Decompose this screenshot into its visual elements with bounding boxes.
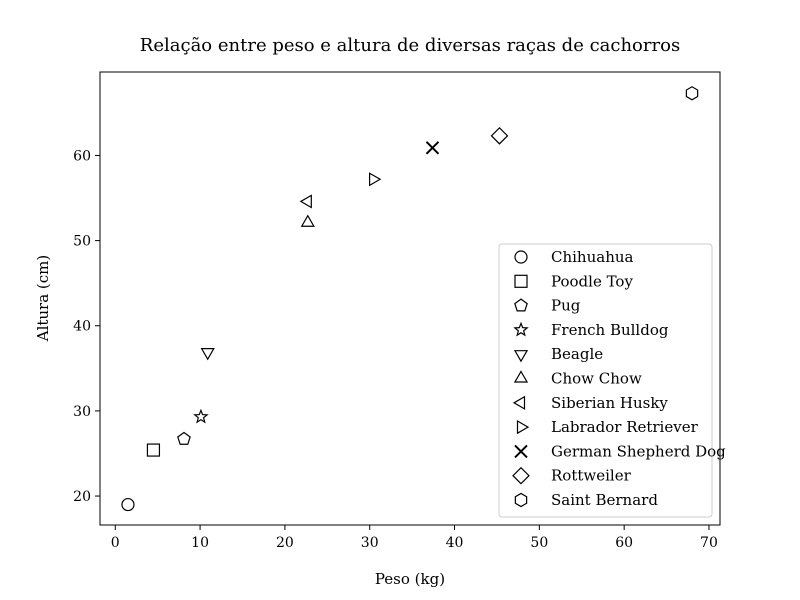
- legend-label-saint-bernard: Saint Bernard: [551, 491, 658, 509]
- legend-label-beagle: Beagle: [551, 345, 603, 363]
- legend-marker-french-bulldog: [513, 321, 529, 337]
- x-tick-label-70: 70: [700, 535, 718, 551]
- point-chow-chow: [300, 214, 315, 227]
- legend-marker-chihuahua: [514, 250, 528, 264]
- legend-label-poodle-toy: Poodle Toy: [551, 272, 633, 290]
- legend-label-pug: Pug: [551, 297, 581, 315]
- x-tick-label-40: 40: [446, 535, 464, 551]
- legend-label-french-bulldog: French Bulldog: [551, 321, 669, 339]
- legend-marker-siberian-husky: [512, 395, 526, 410]
- y-axis-label: Altura (cm): [34, 255, 52, 343]
- plot-area: [99, 71, 721, 526]
- chart-title: Relação entre peso e altura de diversas …: [140, 35, 680, 56]
- point-chihuahua: [121, 497, 135, 512]
- legend-box: [498, 243, 713, 518]
- point-beagle: [200, 348, 215, 361]
- x-axis: 0 10 20 30 40 50 60 70: [111, 525, 718, 551]
- point-saint-bernard: [685, 86, 699, 101]
- legend-marker-chow-chow: [513, 370, 529, 383]
- legend-label-german-shepherd-dog: German Shepherd Dog: [551, 442, 726, 460]
- y-tick-label-30: 30: [73, 404, 91, 420]
- legend-marker-pug: [514, 298, 528, 312]
- x-tick-label-50: 50: [530, 535, 548, 551]
- x-tick-label-10: 10: [191, 535, 209, 551]
- legend-marker-rottweiler: [512, 466, 530, 485]
- legend-label-labrador-retriever: Labrador Retriever: [551, 418, 699, 436]
- legend-marker-saint-bernard: [514, 492, 528, 508]
- x-tick-label-0: 0: [111, 535, 120, 551]
- legend: Chihuahua Poodle Toy Pug French Bulldog Beag…: [498, 243, 726, 518]
- data-points: [121, 86, 699, 512]
- legend-label-siberian-husky: Siberian Husky: [551, 394, 668, 412]
- legend-label-chihuahua: Chihuahua: [551, 248, 634, 266]
- legend-label-rottweiler: Rottweiler: [551, 467, 632, 485]
- x-tick-label-60: 60: [615, 535, 633, 551]
- legend-marker-german-shepherd-dog: [514, 444, 528, 459]
- x-axis-label: Peso (kg): [375, 570, 445, 588]
- point-labrador-retriever: [369, 172, 382, 187]
- point-pug: [177, 431, 191, 445]
- legend-marker-poodle-toy: [514, 274, 528, 288]
- x-tick-label-30: 30: [361, 535, 379, 551]
- point-french-bulldog: [193, 408, 209, 424]
- legend-marker-labrador-retriever: [516, 420, 530, 435]
- y-tick-label-20: 20: [73, 489, 91, 505]
- y-tick-label-60: 60: [73, 148, 91, 164]
- point-rottweiler: [490, 127, 509, 145]
- point-german-shepherd-dog: [425, 141, 440, 155]
- y-tick-label-50: 50: [73, 234, 91, 250]
- x-tick-label-20: 20: [276, 535, 294, 551]
- legend-marker-beagle: [513, 350, 529, 363]
- y-tick-label-40: 40: [73, 319, 91, 335]
- point-siberian-husky: [299, 194, 312, 209]
- legend-label-chow-chow: Chow Chow: [551, 370, 642, 388]
- point-poodle-toy: [146, 443, 161, 457]
- y-axis: 20 30 40 50 60: [73, 148, 100, 505]
